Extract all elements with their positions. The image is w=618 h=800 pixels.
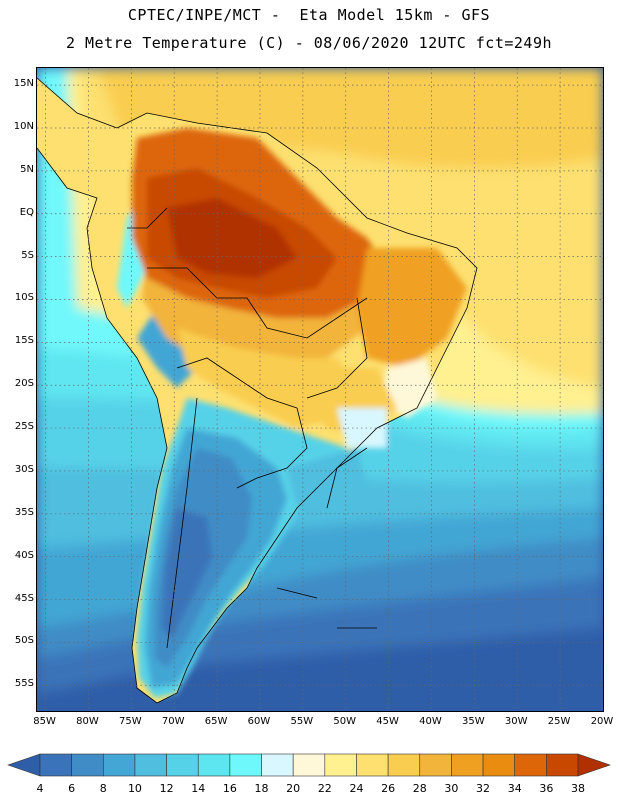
colorbar-label: 20	[286, 782, 301, 795]
lat-label: 25S	[14, 421, 34, 433]
colorbar-min-triangle	[7, 753, 41, 777]
lat-label: 5S	[21, 249, 34, 261]
colorbar-label: 26	[381, 782, 396, 795]
colorbar-bin	[451, 753, 484, 777]
graticule	[37, 68, 603, 711]
colorbar-bin	[197, 753, 231, 777]
colorbar-label: 10	[127, 782, 142, 795]
lat-label: EQ	[19, 206, 34, 218]
coastlines-borders	[37, 77, 478, 704]
title-line-2: 2 Metre Temperature (C) - 08/06/2020 12U…	[65, 34, 553, 52]
colorbar-label: 14	[191, 782, 206, 795]
colorbar-bin	[229, 753, 262, 777]
colorbar-bin	[419, 753, 452, 777]
colorbar-max-triangle	[577, 753, 611, 777]
colorbar-bin	[102, 753, 136, 777]
land-temperature-fields	[117, 128, 467, 698]
colorbar-bin	[482, 753, 516, 777]
colorbar-label: 18	[254, 782, 269, 795]
lat-label: 30S	[14, 463, 34, 475]
lon-label: 55W	[290, 716, 314, 727]
lon-label: 45W	[376, 716, 399, 727]
colorbar-label: 22	[317, 782, 332, 795]
colorbar-bin	[356, 753, 389, 777]
map-canvas	[37, 68, 603, 711]
lon-label: 65W	[204, 716, 228, 727]
colorbar-bin	[39, 753, 72, 777]
colorbar-label: 36	[539, 782, 554, 795]
lon-label: 35W	[462, 716, 485, 727]
lon-label: 50W	[333, 716, 357, 727]
colorbar-label: 4	[36, 782, 44, 795]
colorbar-bin	[134, 753, 167, 777]
temperature-map[interactable]	[36, 67, 604, 712]
colorbar-label: 6	[68, 782, 76, 795]
colorbar-label: 32	[476, 782, 491, 795]
colorbar	[7, 753, 611, 777]
colorbar-bin	[71, 753, 104, 777]
lat-label: 45S	[14, 592, 34, 604]
colorbar-bin	[324, 753, 357, 777]
lon-label: 25W	[547, 716, 571, 727]
colorbar-bin	[261, 753, 294, 777]
colorbar-label: 30	[444, 782, 459, 795]
lon-label: 85W	[33, 716, 56, 727]
colorbar-label: 12	[159, 782, 174, 795]
colorbar-label: 24	[349, 782, 364, 795]
lon-label: 40W	[419, 716, 442, 727]
lat-label: 15S	[14, 335, 34, 347]
lon-label: 80W	[76, 716, 99, 727]
lon-label: 30W	[504, 716, 528, 727]
lat-label: 55S	[14, 678, 34, 690]
lat-label: 20S	[14, 378, 34, 390]
lon-label: 20W	[590, 716, 614, 727]
lat-label: 10S	[14, 292, 34, 304]
lon-label: 75W	[119, 716, 142, 727]
colorbar-bin	[546, 753, 579, 777]
colorbar-label: 28	[412, 782, 427, 795]
lon-label: 70W	[161, 716, 185, 727]
lat-label: 40S	[14, 549, 34, 561]
colorbar-bin	[514, 753, 547, 777]
lat-label: 10N	[13, 121, 34, 132]
colorbar-bin	[166, 753, 199, 777]
title-line-1: CPTEC/INPE/MCT - Eta Model 15km - GFS	[127, 6, 491, 24]
lat-label: 50S	[14, 635, 34, 647]
lat-label: 15N	[13, 78, 34, 90]
lon-label: 60W	[247, 716, 271, 727]
colorbar-label: 38	[571, 782, 585, 795]
colorbar-label: 34	[507, 782, 522, 795]
colorbar-bin	[387, 753, 421, 777]
colorbar-label: 16	[222, 782, 237, 795]
colorbar-bin	[292, 753, 326, 777]
colorbar-label: 8	[99, 782, 107, 795]
lat-label: 5N	[20, 163, 34, 175]
lat-label: 35S	[14, 506, 34, 518]
